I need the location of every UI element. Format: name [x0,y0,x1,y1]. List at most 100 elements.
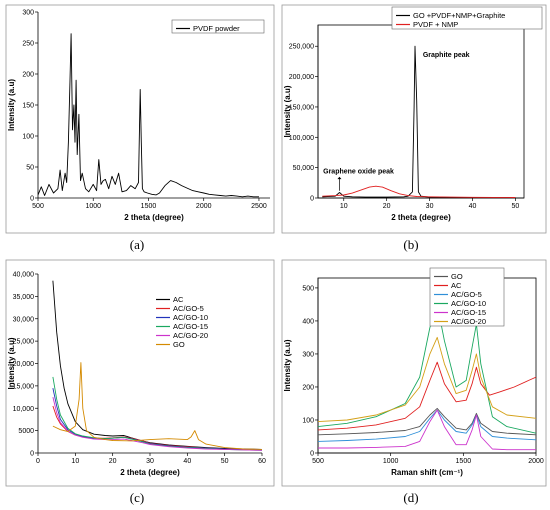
legend-label: AC/GO-20 [173,331,208,340]
x-tick-label: 2000 [528,458,544,465]
y-tick-label: 20,000 [13,361,35,368]
y-tick-label: 15,000 [13,383,35,390]
y-tick-label: 200 [302,384,314,391]
y-tick-label: 300 [22,10,34,17]
legend-label: AC/GO-20 [451,317,486,326]
x-tick-label: 10 [340,203,348,210]
y-tick-label: 150 [22,103,34,110]
y-tick-label: 100 [302,417,314,424]
series-line-GO [52,362,262,450]
legend-label: GO +PVDF+NMP+Graphite [413,11,505,20]
legend-box [429,267,505,327]
x-tick-label: 20 [109,458,117,465]
legend-label: AC/GO-10 [451,299,486,308]
legend-label: AC/GO-10 [173,313,208,322]
legend-label: AC [451,281,462,290]
x-tick-label: 50 [512,203,520,210]
x-tick-label: 2500 [251,203,267,210]
x-tick-label: 2000 [196,203,212,210]
legend-box [391,6,543,30]
legend-label: AC/GO-15 [451,308,486,317]
y-tick-label: 300 [302,351,314,358]
y-tick-label: 250 [22,41,34,48]
x-tick-label: 1000 [85,203,101,210]
x-tick-label: 500 [32,203,44,210]
y-tick-label: 200 [22,72,34,79]
y-tick-label: 0 [310,196,314,203]
y-tick-label: 30,000 [13,316,35,323]
y-tick-label: 100 [22,134,34,141]
x-tick-label: 40 [183,458,191,465]
y-tick-label: 200,000 [289,74,314,81]
chart-b: 10 20 30 40 50 0 50,000 100,000 150,000 200,000 25… [281,4,547,234]
plot-box [317,277,537,454]
x-tick-label: 20 [383,203,391,210]
panel-label-a: (a) [129,237,145,252]
legend-label: GO [451,272,463,281]
legend-label: AC [173,295,184,304]
legend-label: AC/GO-5 [173,304,204,313]
annotation-graphene-oxide-peak: Graphene oxide peak [323,169,394,176]
y-tick-label: 100,000 [289,135,314,142]
panel-label-b: (b) [403,237,419,252]
legend-label: AC/GO-15 [173,322,208,331]
annotation-arrowhead [337,176,342,180]
x-axis-label: 2 theta (degree) [120,468,180,477]
chart-a: 500 1000 1500 2000 2500 0 50 100 150 200 250 300 2 t… [5,4,275,234]
legend-label: PVDF powder [193,24,240,33]
x-tick-label: 500 [312,458,324,465]
legend-box [171,19,265,34]
x-tick-label: 30 [426,203,434,210]
x-tick-label: 50 [221,458,229,465]
y-tick-label: 0 [30,451,34,458]
y-axis-label: Intensity (a.u) [7,337,16,389]
legend-label: GO [173,340,185,349]
series-line-PVDF + NMP [322,185,516,198]
y-tick-label: 50 [26,165,34,172]
x-tick-label: 1000 [383,458,399,465]
y-tick-label: 25,000 [13,339,35,346]
annotation-graphite-peak: Graphite peak [423,52,470,59]
y-tick-label: 250,000 [289,44,314,51]
x-axis-label: 2 theta (degree) [124,213,184,222]
legend-label: PVDF + NMP [413,20,458,29]
series-line-AC/GO-5 [318,409,536,442]
x-tick-label: 1500 [141,203,157,210]
x-axis-label: Raman shift (cm⁻¹) [391,468,463,477]
series-line-AC/GO-20 [52,396,262,451]
x-tick-label: 1500 [456,458,472,465]
series-line-AC [318,361,536,431]
x-tick-label: 0 [36,458,40,465]
x-tick-label: 10 [71,458,79,465]
x-tick-label: 40 [469,203,477,210]
panel-frame [281,4,547,234]
series-line-AC [52,280,262,450]
y-tick-label: 400 [302,318,314,325]
y-tick-label: 50,000 [293,165,315,172]
y-tick-label: 35,000 [13,294,35,301]
series-line-AC/GO-15 [318,409,536,451]
y-tick-label: 5000 [18,428,34,435]
panel-frame [5,259,275,487]
y-tick-label: 150,000 [289,104,314,111]
series-line-PVDF powder [38,33,259,198]
panel-label-c: (c) [129,490,145,505]
series-line-GO [318,407,536,436]
legend-label: AC/GO-5 [451,290,482,299]
chart-c: 0 10 20 30 40 50 60 0 5000 10,000 15,000 20,000 25,0… [5,259,275,487]
y-tick-label: 0 [30,196,34,203]
series-line-AC/GO-20 [318,336,536,423]
y-tick-label: 40,000 [13,272,35,279]
y-axis-label: Intensity (a.u) [283,339,292,391]
y-axis-label: Intensity (a.u) [7,79,16,131]
panel-label-d: (d) [403,490,419,505]
chart-d: 500 1000 1500 2000 0 100 200 300 400 500 Raman shi… [281,259,547,487]
x-tick-label: 30 [146,458,154,465]
y-tick-label: 0 [310,451,314,458]
y-tick-label: 10,000 [13,406,35,413]
legend: PVDF powder [171,19,265,34]
x-axis-label: 2 theta (degree) [391,213,451,222]
